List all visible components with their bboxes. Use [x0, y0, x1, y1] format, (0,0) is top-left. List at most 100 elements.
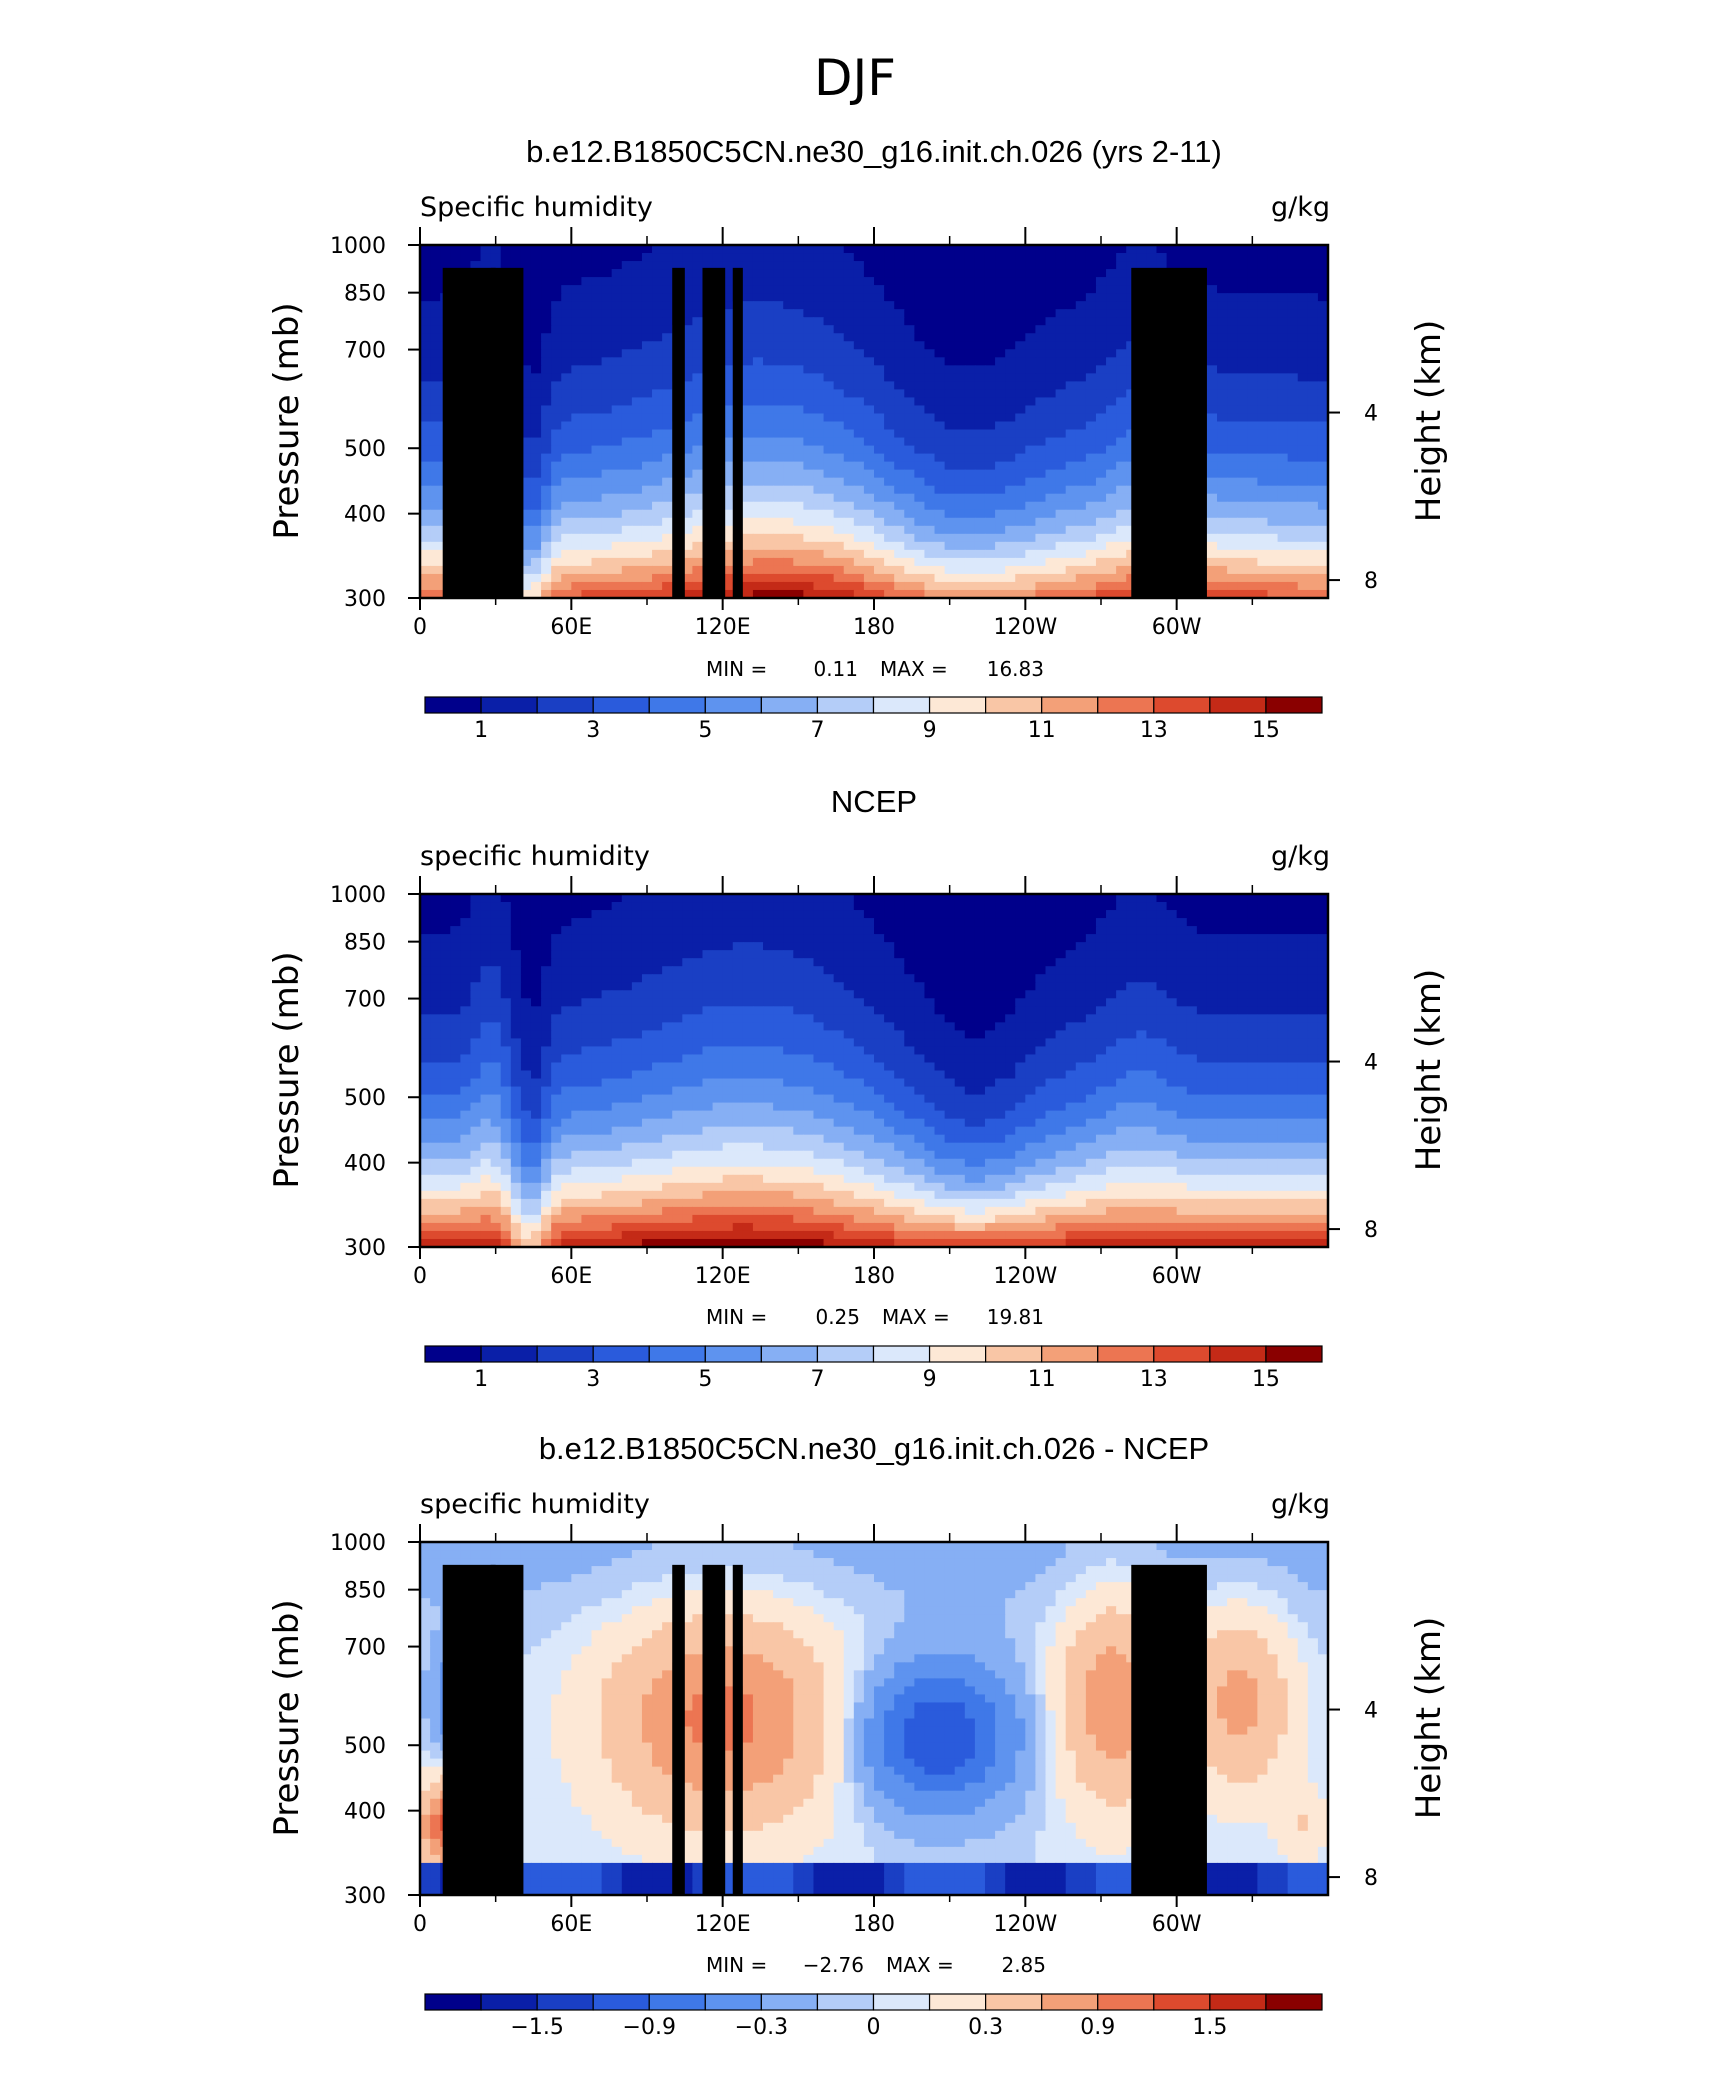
field-cell — [974, 565, 986, 575]
field-cell — [641, 453, 653, 463]
colorbar-swatch — [592, 696, 650, 714]
field-cell — [934, 253, 946, 262]
field-cell — [692, 373, 704, 382]
field-cell — [984, 309, 996, 318]
field-cell — [964, 966, 976, 975]
field-cell — [662, 325, 673, 334]
field-cell — [682, 958, 693, 967]
field-cell — [995, 389, 1006, 399]
field-cell — [1116, 245, 1127, 254]
field-cell — [581, 397, 593, 407]
field-cell — [884, 581, 895, 591]
field-cell — [783, 565, 794, 575]
field-cell — [924, 429, 936, 439]
field-cell — [541, 525, 552, 535]
field-cell — [1065, 918, 1077, 927]
field-cell — [954, 253, 966, 262]
field-cell — [1055, 429, 1067, 439]
field-cell — [1217, 373, 1228, 382]
field-cell — [561, 501, 572, 511]
field-cell — [843, 485, 855, 495]
field-cell — [793, 389, 804, 399]
field-cell — [793, 301, 804, 310]
field-cell — [1095, 958, 1107, 967]
field-cell — [692, 381, 704, 391]
field-cell — [551, 469, 562, 479]
field-cell — [1075, 389, 1087, 399]
field-cell — [1287, 517, 1299, 527]
field-cell — [510, 910, 522, 919]
field-cell — [460, 966, 472, 975]
field-cell — [793, 573, 804, 583]
field-cell — [1227, 429, 1238, 439]
field-cell — [1106, 277, 1117, 286]
field-cell — [853, 405, 865, 415]
field-cell — [662, 357, 673, 366]
field-cell — [571, 365, 583, 374]
field-cell — [1267, 389, 1279, 399]
field-cell — [1095, 573, 1107, 583]
field-cell — [904, 966, 915, 975]
field-cell — [591, 349, 603, 358]
field-cell — [1206, 373, 1218, 382]
field-cell — [450, 926, 461, 935]
field-cell — [1176, 894, 1188, 903]
field-cell — [984, 429, 996, 439]
field-cell — [1146, 918, 1158, 927]
field-cell — [1237, 589, 1248, 598]
field-cell — [1237, 317, 1248, 326]
field-cell — [1206, 918, 1218, 927]
field-cell — [440, 910, 451, 919]
field-cell — [863, 509, 875, 519]
field-cell — [964, 485, 976, 495]
field-cell — [874, 565, 885, 575]
field-cell — [1217, 413, 1228, 423]
field-cell — [874, 501, 885, 511]
field-cell — [924, 253, 936, 262]
field-cell — [692, 261, 704, 270]
field-cell — [823, 389, 835, 399]
field-cell — [571, 453, 583, 463]
field-cell — [1025, 309, 1037, 318]
field-cell — [682, 341, 693, 350]
field-cell — [884, 373, 895, 382]
field-cell — [813, 525, 825, 535]
field-cell — [1227, 910, 1238, 919]
field-cell — [914, 445, 926, 455]
field-cell — [863, 285, 875, 294]
field-cell — [904, 317, 915, 326]
field-cell — [662, 557, 673, 567]
field-cell — [641, 477, 653, 487]
field-cell — [631, 493, 643, 503]
field-cell — [793, 349, 804, 358]
field-cell — [631, 501, 643, 511]
field-cell — [944, 910, 956, 919]
field-cell — [732, 942, 744, 951]
field-cell — [1237, 533, 1248, 543]
field-cell — [581, 525, 593, 535]
field-cell — [601, 493, 613, 503]
field-cell — [722, 469, 734, 479]
field-cell — [763, 261, 774, 270]
field-cell — [813, 501, 825, 511]
field-cell — [894, 461, 905, 471]
field-cell — [1307, 405, 1319, 415]
field-cell — [823, 413, 835, 423]
field-cell — [974, 942, 986, 951]
field-cell — [732, 253, 744, 262]
field-cell — [1005, 445, 1016, 455]
field-cell — [420, 245, 431, 254]
field-cell — [490, 894, 502, 903]
field-cell — [591, 445, 603, 455]
field-cell — [1247, 405, 1258, 415]
field-cell — [1287, 453, 1299, 463]
field-cell — [1156, 966, 1168, 975]
field-cell — [1065, 293, 1077, 302]
field-cell — [611, 405, 623, 415]
field-cell — [1116, 942, 1127, 951]
field-cell — [1227, 349, 1238, 358]
field-cell — [1186, 934, 1198, 943]
field-cell — [1005, 461, 1016, 471]
field-cell — [964, 325, 976, 334]
field-cell — [1237, 509, 1248, 519]
